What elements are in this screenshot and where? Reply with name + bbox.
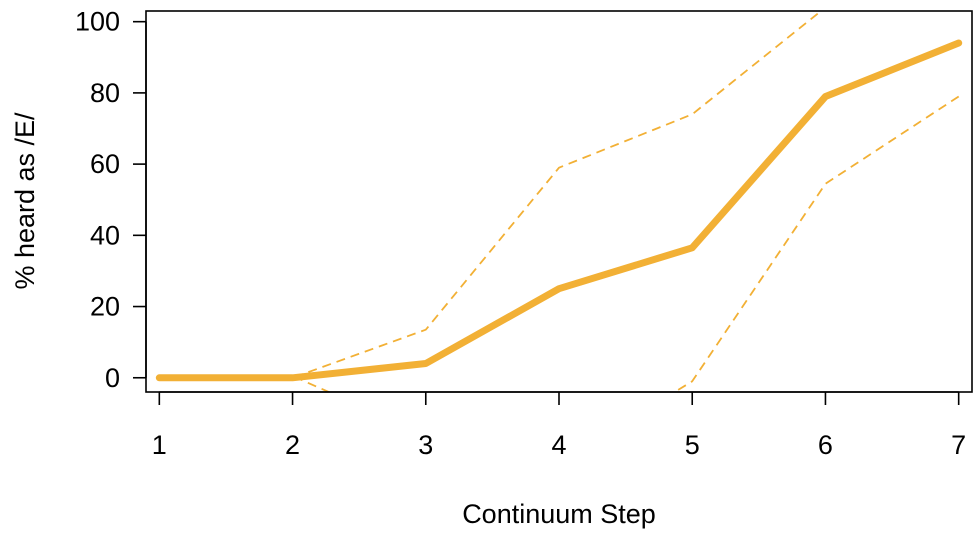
- y-tick-label: 60: [90, 149, 120, 179]
- y-tick-label: 0: [105, 363, 120, 393]
- y-tick-label: 20: [90, 292, 120, 322]
- x-tick-label: 7: [951, 430, 966, 460]
- x-tick-label: 2: [285, 430, 300, 460]
- x-tick-label: 5: [685, 430, 700, 460]
- plot-frame: [145, 10, 973, 393]
- x-axis: 1 2 3 4 5 6 7: [152, 391, 966, 460]
- x-tick-label: 6: [818, 430, 833, 460]
- x-tick-label: 1: [152, 430, 167, 460]
- x-tick-label: 4: [551, 430, 566, 460]
- series-line-upper-bound: [159, 11, 823, 379]
- series-line-mean: [155, 39, 963, 382]
- x-axis-label: Continuum Step: [462, 499, 656, 529]
- y-tick-label: 40: [90, 220, 120, 250]
- y-tick-label: 80: [90, 78, 120, 108]
- series-layer: [155, 11, 963, 392]
- x-tick-label: 3: [418, 430, 433, 460]
- y-tick-label: 100: [75, 7, 120, 37]
- series-line-lower-bound: [159, 95, 960, 392]
- y-axis: 0 20 40 60 80 100: [75, 7, 147, 393]
- y-axis-label: % heard as /E/: [10, 112, 40, 290]
